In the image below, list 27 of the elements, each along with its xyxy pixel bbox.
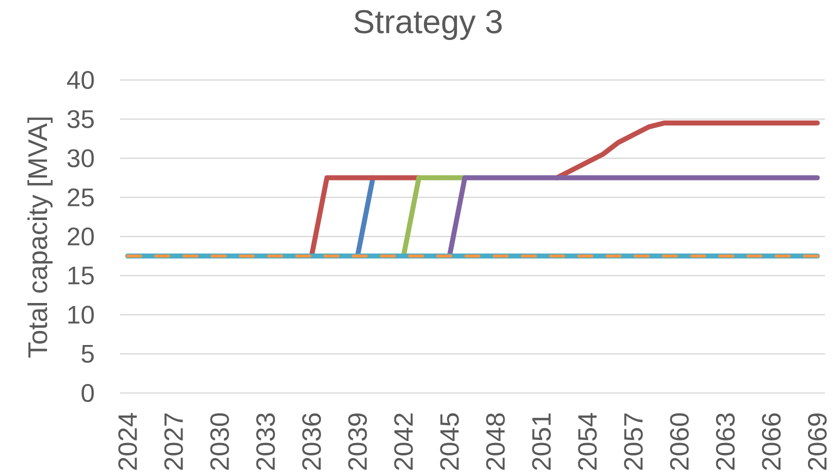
y-tick-label: 15 (68, 266, 94, 285)
y-tick-label: 25 (68, 188, 94, 206)
x-tick-label: 2051 (532, 413, 551, 470)
y-tick-label: 10 (68, 306, 94, 324)
x-tick-label: 2027 (164, 414, 184, 470)
y-tick-label: 30 (67, 149, 94, 168)
x-tick-label: 2033 (256, 413, 275, 470)
x-tick-label: 2045 (440, 413, 459, 470)
x-tick-label: 2036 (302, 413, 321, 470)
y-tick-label: 35 (67, 110, 94, 128)
x-tick-label: 2060 (670, 413, 689, 470)
x-tick-label: 2057 (624, 414, 643, 470)
x-tick-label: 2069 (808, 413, 827, 470)
x-tick-label: 2063 (716, 413, 735, 470)
x-tick-label: 2048 (486, 413, 505, 470)
y-tick-label: 40 (67, 70, 94, 90)
x-tick-label: 2039 (348, 413, 367, 470)
y-tick-label: 5 (82, 344, 94, 363)
x-tick-label: 2042 (394, 414, 413, 470)
chart-title: Strategy 3 (354, 10, 502, 40)
y-tick-label: 20 (68, 227, 94, 246)
x-tick-label: 2066 (762, 413, 781, 470)
x-tick-label: 2030 (210, 413, 230, 470)
x-tick-label: 2054 (578, 412, 597, 470)
x-tick-label: 2024 (118, 412, 138, 470)
y-axis-title: Total capacity [MVA] (27, 118, 53, 358)
y-tick-label: 0 (82, 384, 94, 402)
